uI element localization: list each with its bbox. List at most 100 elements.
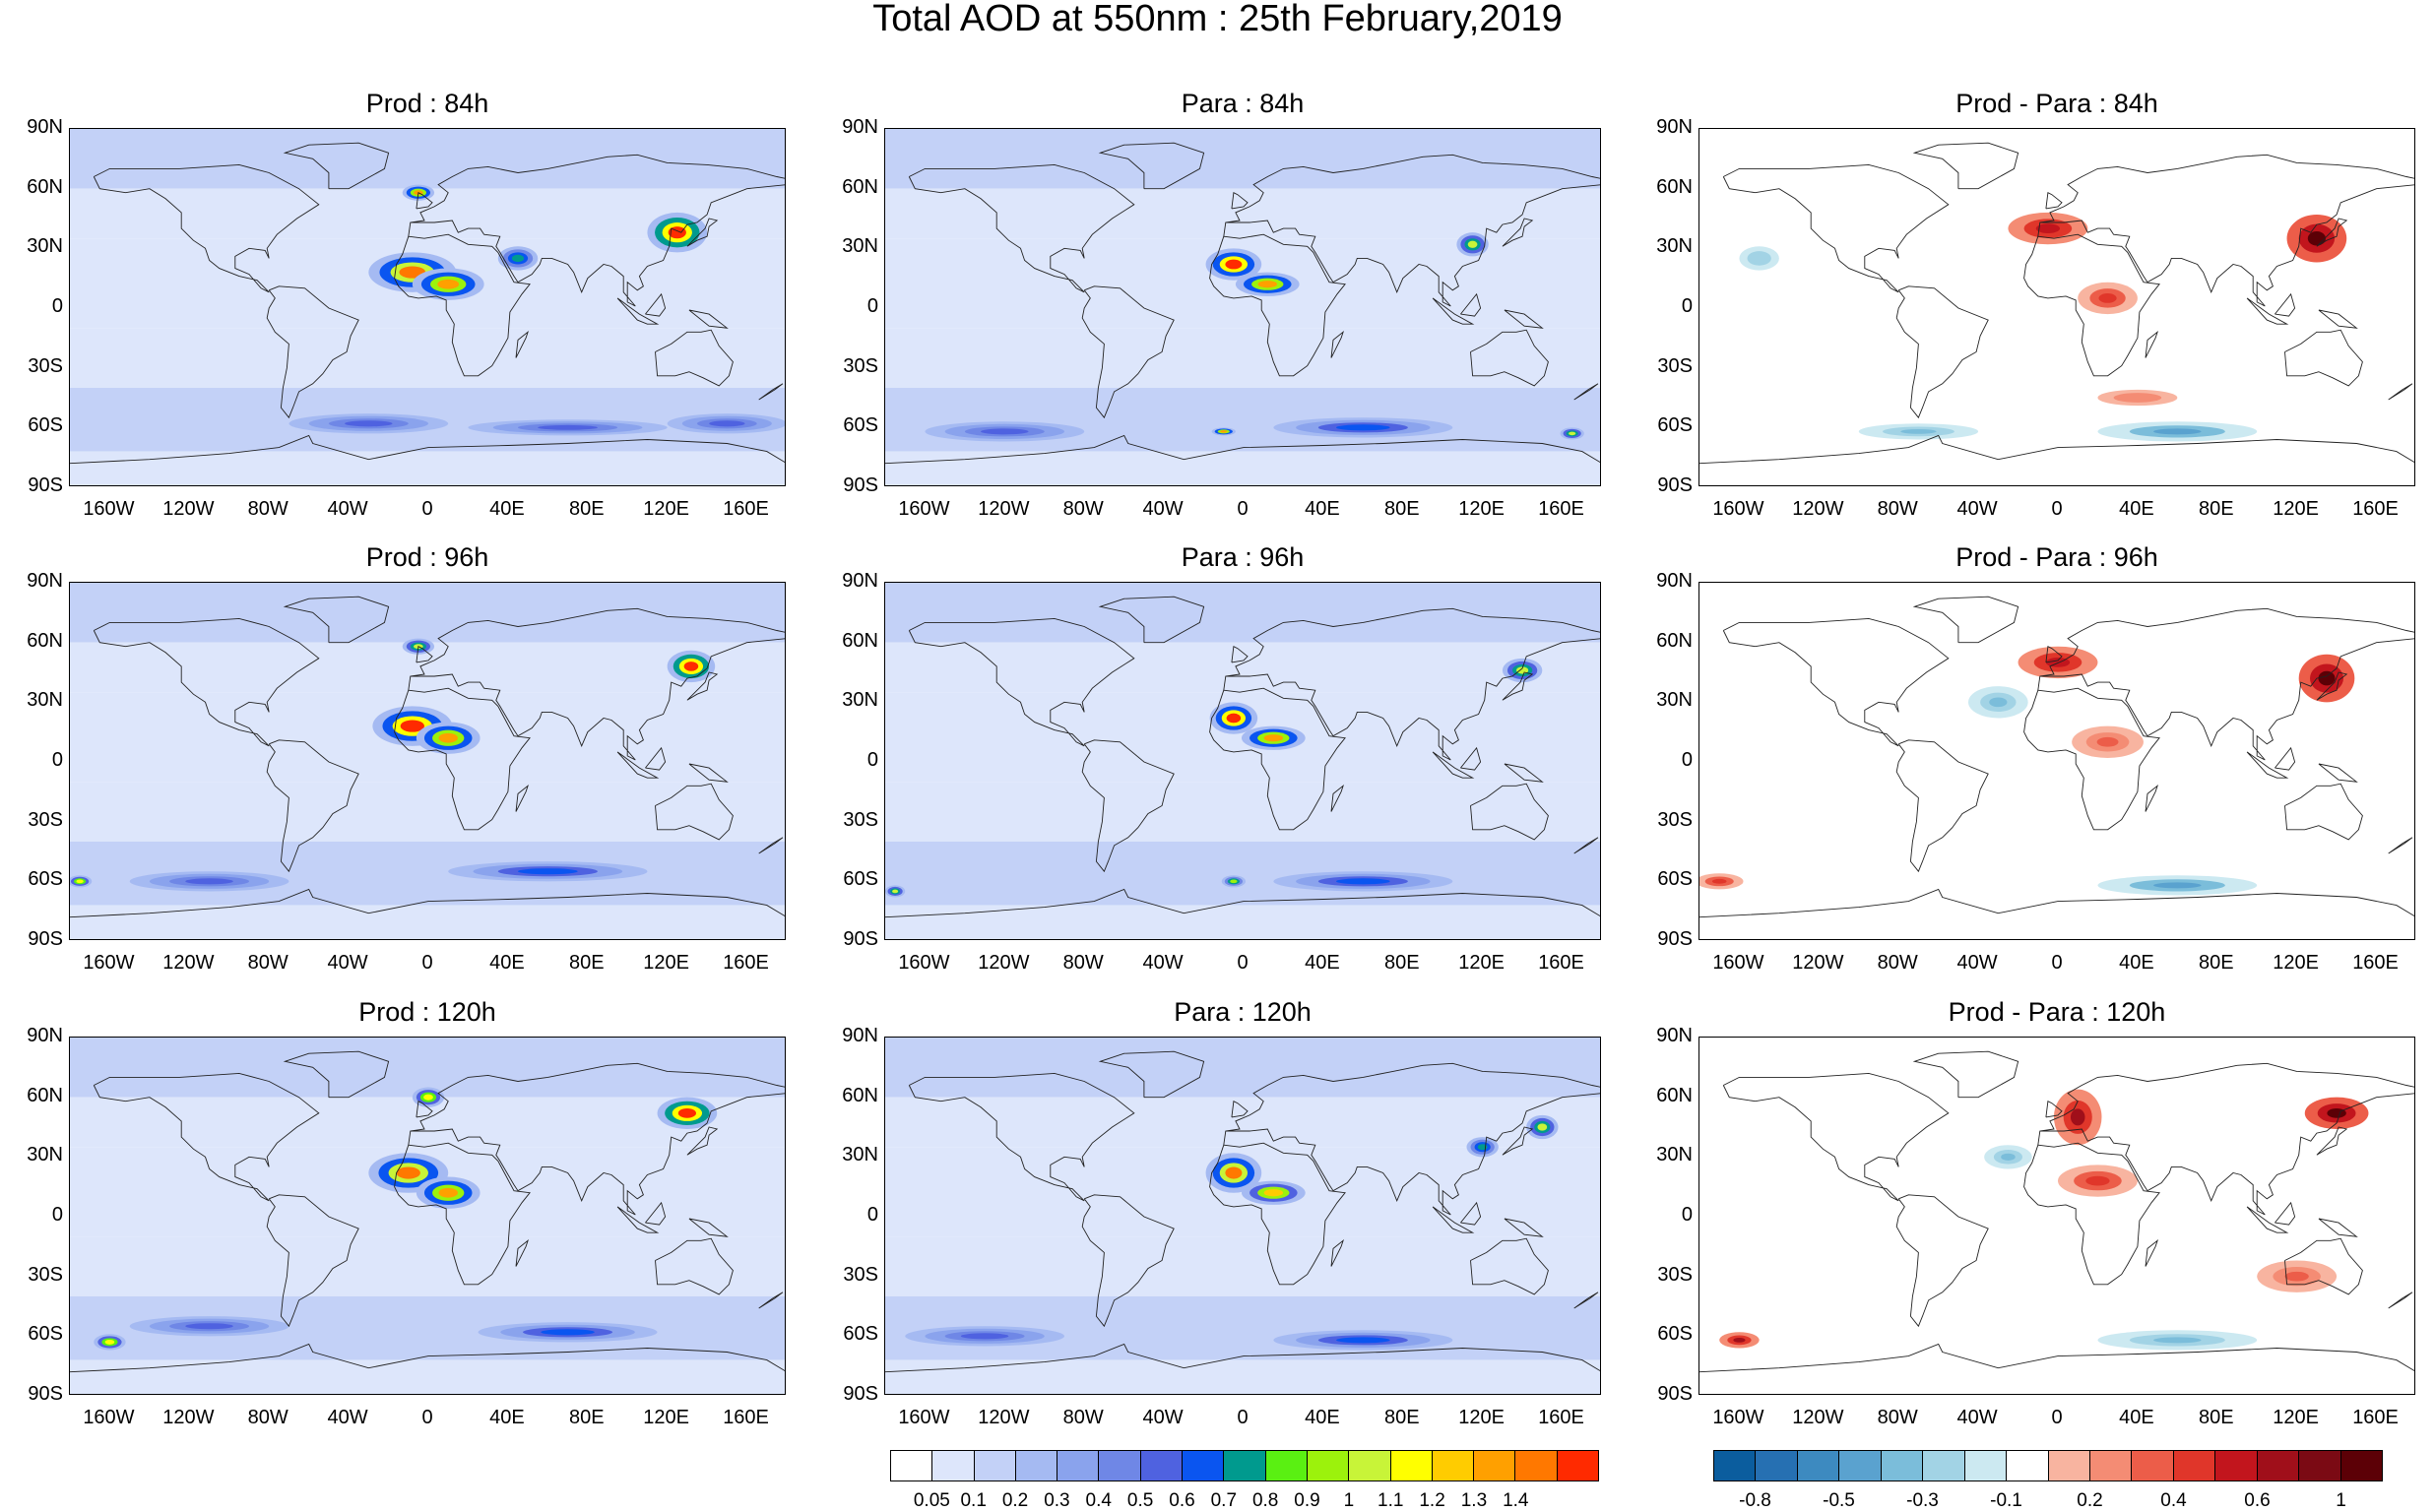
- latitude-label: 60N: [842, 1084, 878, 1106]
- latitude-label: 60N: [1656, 1084, 1693, 1106]
- coastline: [1223, 154, 1600, 307]
- longitude-label: 160W: [83, 952, 135, 974]
- colorbar-label: -0.5: [1823, 1490, 1855, 1511]
- aerosol-plume: [438, 1187, 458, 1198]
- colorbar-swatch: [1349, 1451, 1391, 1480]
- longitude-label: 0: [421, 498, 433, 520]
- longitude-label: 80E: [568, 498, 605, 520]
- aerosol-plume: [518, 868, 578, 875]
- coastline: [408, 154, 785, 307]
- coastline: [2045, 192, 2063, 210]
- coastline: [1432, 751, 1475, 779]
- latitude-label: 90S: [843, 1383, 878, 1405]
- coastline: [2145, 1238, 2159, 1267]
- colorbar-label: 0.6: [1169, 1490, 1195, 1511]
- coastline: [616, 1206, 660, 1233]
- colorbar-swatch: [2257, 1451, 2300, 1480]
- longitude-label: 160E: [723, 498, 769, 520]
- aerosol-plume: [1230, 879, 1238, 884]
- coastline: [2037, 154, 2414, 307]
- latitude-label: 90S: [1657, 474, 1693, 496]
- coastline: [1573, 383, 1599, 401]
- longitude-label: 120W: [1792, 952, 1844, 974]
- longitude-label: 40W: [327, 952, 368, 974]
- aod-background-band: [70, 782, 785, 842]
- coastline: [686, 671, 719, 701]
- longitude-label: 40W: [327, 1407, 368, 1428]
- panel-title: Prod : 84h: [365, 89, 489, 118]
- latitude-label: 0: [51, 749, 63, 771]
- coastline: [645, 746, 667, 771]
- coastline: [655, 1237, 734, 1295]
- longitude-label: 120E: [643, 498, 690, 520]
- colorbar-swatch: [1557, 1451, 1599, 1480]
- aerosol-plume: [892, 889, 899, 894]
- coastline: [416, 1101, 433, 1118]
- longitude-label: 40E: [2119, 498, 2154, 520]
- longitude-label: 160W: [898, 498, 950, 520]
- colorbar-label: 0.6: [2244, 1490, 2271, 1511]
- aod-background-band: [885, 1038, 1600, 1098]
- coastline: [1098, 1050, 1205, 1099]
- coastline: [2316, 1126, 2348, 1156]
- coastline: [908, 1072, 1135, 1202]
- difference-area: [2153, 1337, 2202, 1344]
- panel-title: Para : 120h: [1174, 997, 1312, 1027]
- coastline: [2284, 783, 2363, 841]
- colorbar-swatch: [1140, 1451, 1184, 1480]
- latitude-label: 90N: [842, 570, 878, 592]
- coastline: [686, 1126, 719, 1156]
- longitude-label: 160W: [1712, 952, 1764, 974]
- aod-background-band: [70, 1359, 785, 1394]
- latitude-label: 30N: [1656, 235, 1693, 258]
- colorbar-label: 1.4: [1503, 1490, 1529, 1511]
- coastline: [645, 292, 667, 317]
- longitude-label: 0: [2051, 1407, 2063, 1428]
- latitude-label: 90N: [1656, 570, 1693, 592]
- longitude-label: 120W: [1792, 498, 1844, 520]
- coastline: [758, 837, 784, 854]
- aerosol-plume: [981, 428, 1029, 435]
- coastline: [2246, 297, 2289, 325]
- map-panel: Prod - Para : 120h 90N 60N 30N 0 30S 60S 90S 160…: [1639, 997, 2417, 1480]
- coastline: [2275, 292, 2296, 317]
- latitude-label: 30N: [842, 1144, 878, 1166]
- aerosol-plume: [1257, 281, 1277, 288]
- map-canvas: [70, 583, 785, 939]
- latitude-label: 60S: [843, 1323, 878, 1346]
- longitude-label: 80E: [1383, 952, 1420, 974]
- longitude-label: 120E: [1458, 498, 1506, 520]
- longitude-label: 120E: [2273, 498, 2320, 520]
- map-area: [884, 128, 1601, 486]
- aerosol-plume: [396, 1166, 420, 1179]
- colorbar-swatch: [1432, 1451, 1475, 1480]
- latitude-label: 30N: [842, 235, 878, 258]
- colorbar-swatch: [2089, 1451, 2133, 1480]
- coastline: [2318, 763, 2358, 783]
- latitude-label: 60S: [28, 414, 63, 437]
- coastline: [2023, 233, 2160, 377]
- longitude-label: 40W: [1142, 1407, 1184, 1428]
- coastline: [908, 163, 1135, 293]
- panel-title: Prod - Para : 120h: [1948, 997, 2166, 1027]
- longitude-label: 40E: [1305, 498, 1340, 520]
- longitude-label: 80W: [247, 498, 288, 520]
- colorbar-swatch: [2215, 1451, 2258, 1480]
- aod-background-band: [885, 1359, 1600, 1394]
- longitude-label: 160E: [1538, 952, 1584, 974]
- coastline: [1895, 739, 1989, 873]
- longitude-label: 40W: [1142, 952, 1184, 974]
- coastline: [2145, 330, 2159, 358]
- coastline: [2388, 1292, 2413, 1309]
- coastline: [394, 1142, 531, 1286]
- map-canvas: [885, 129, 1600, 485]
- map-panel: Para : 96h 90N 60N 30N 0 30S 60S 90S 160W 120W 80W…: [825, 542, 1603, 1025]
- coastline: [655, 783, 734, 841]
- latitude-label: 30S: [1657, 808, 1693, 831]
- longitude-label: 80E: [2198, 498, 2234, 520]
- longitude-label: 40E: [2119, 1407, 2154, 1428]
- longitude-label: 120E: [2273, 1407, 2320, 1428]
- colorbar-swatch: [1265, 1451, 1308, 1480]
- coastline: [2284, 329, 2363, 387]
- latitude-label: 90S: [843, 928, 878, 950]
